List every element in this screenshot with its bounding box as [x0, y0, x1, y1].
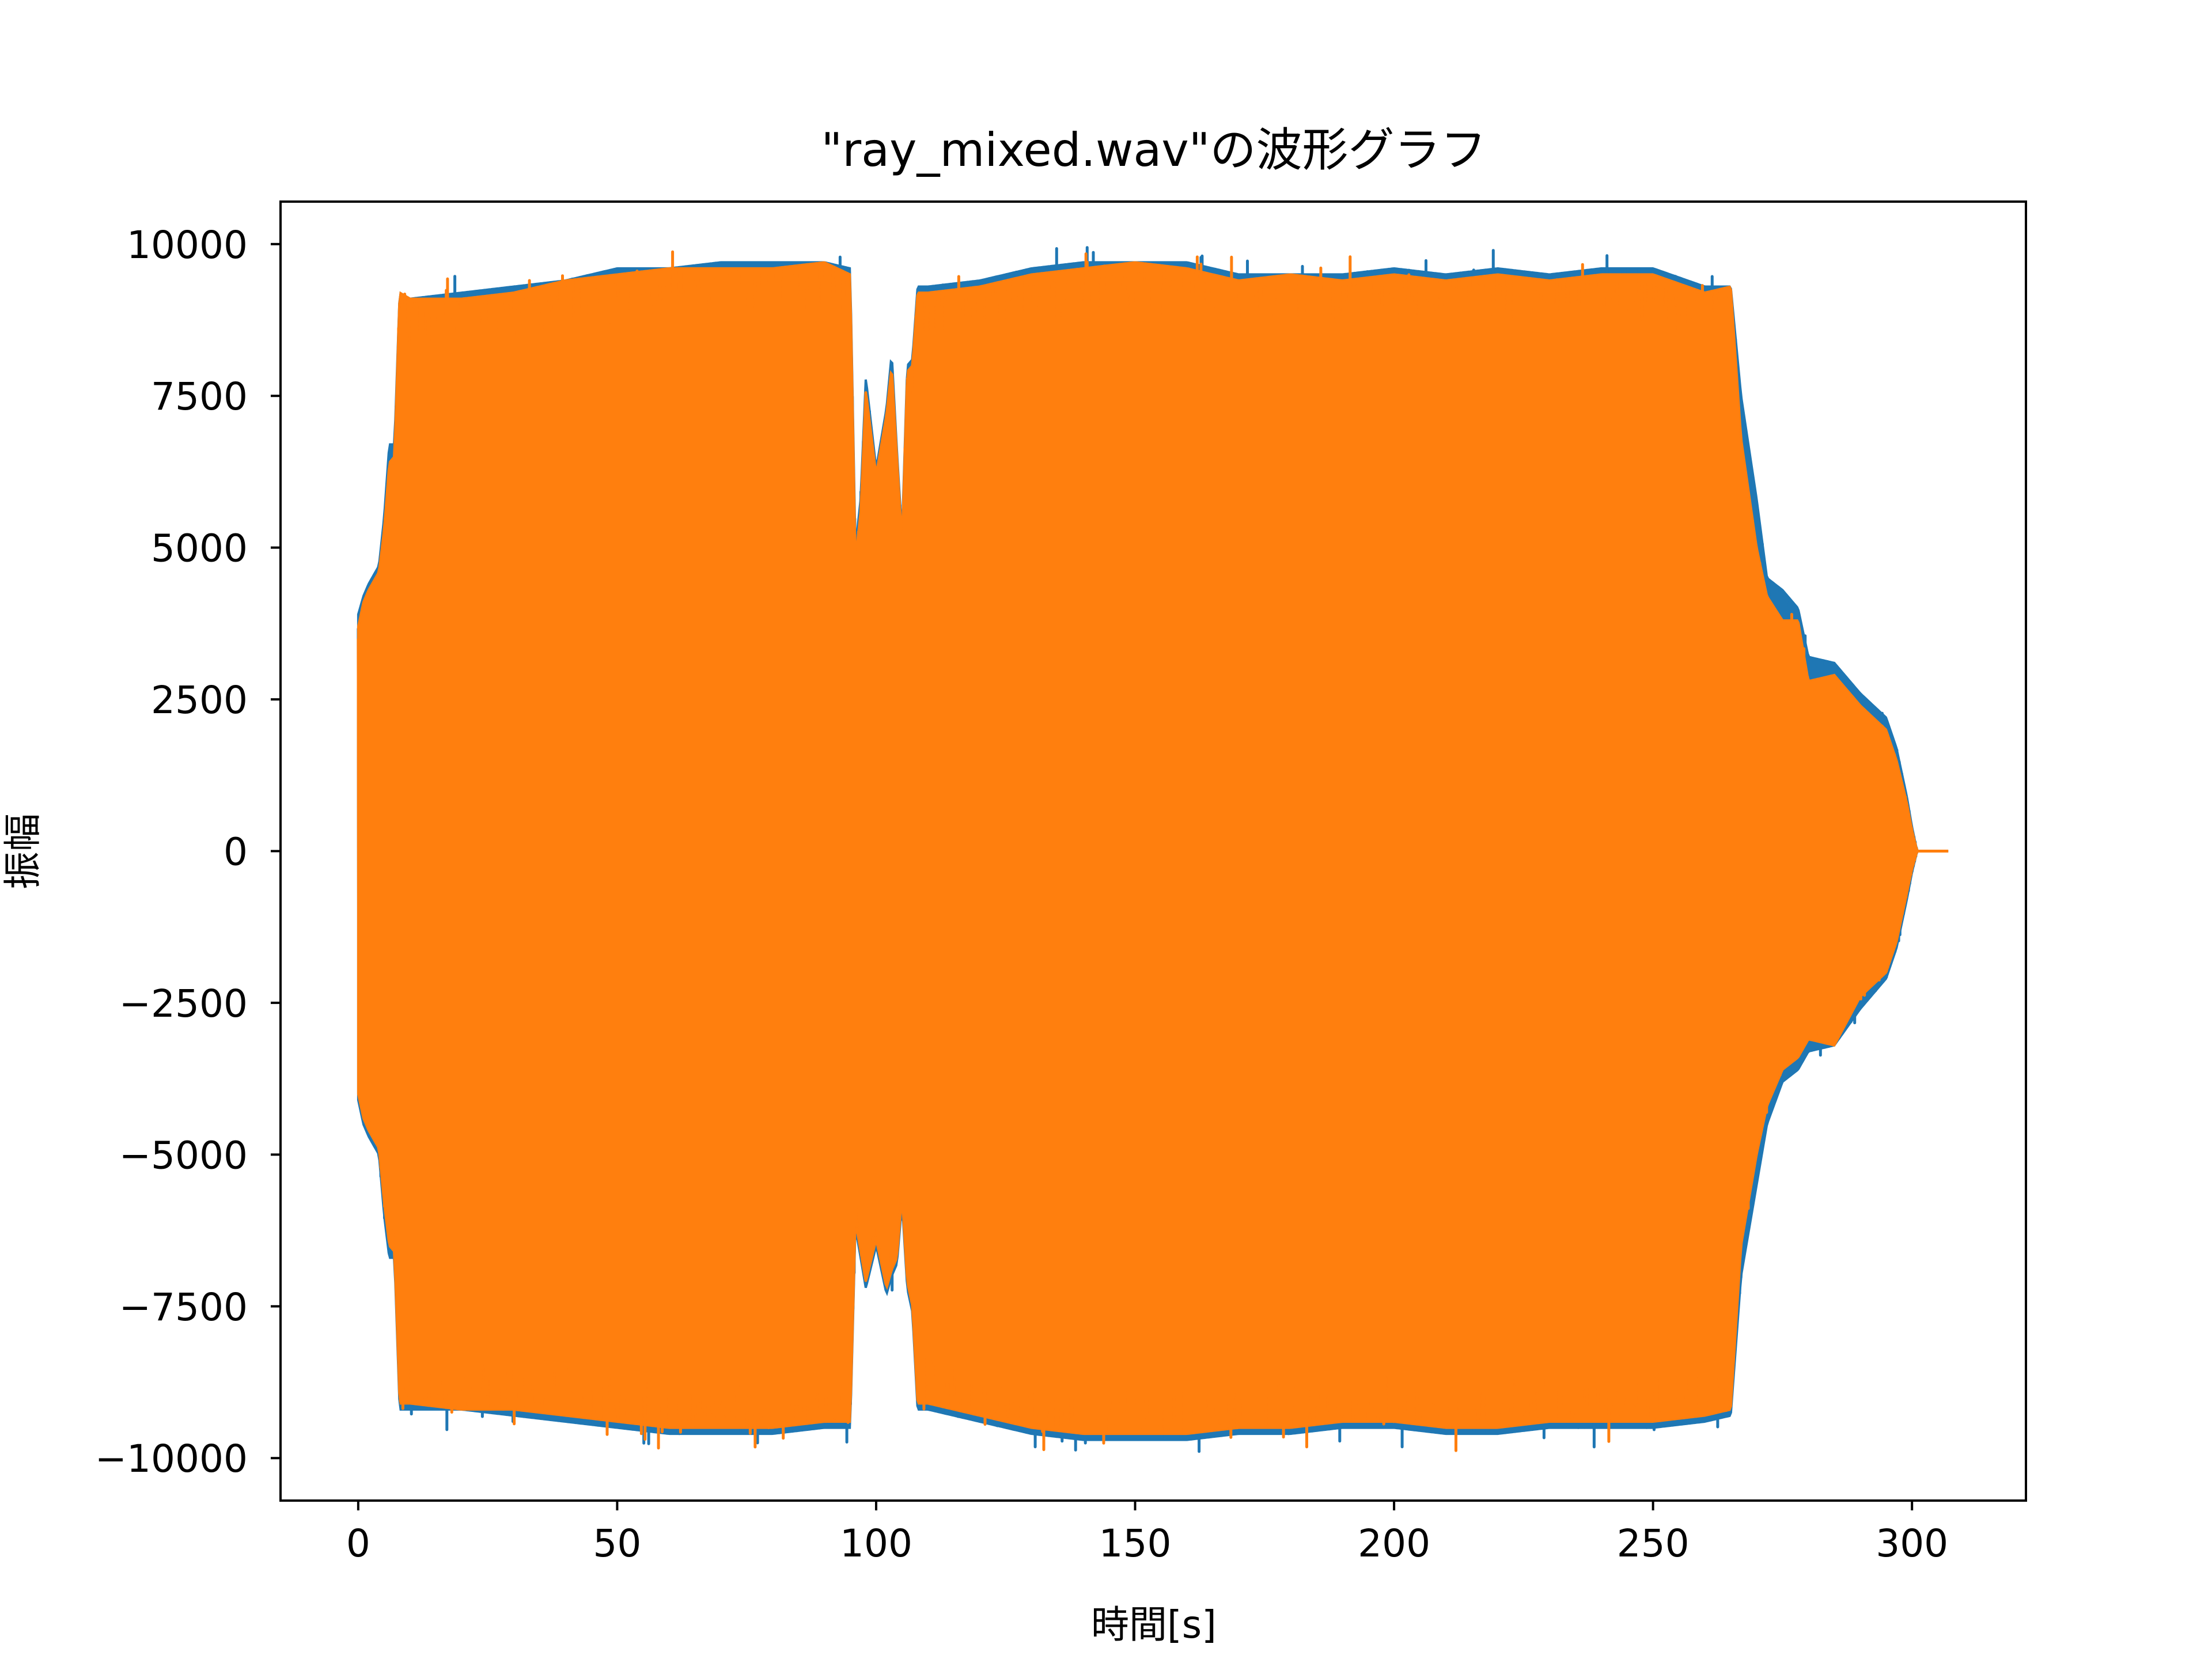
x-axis: 0 50 100 150 200 250 300 — [346, 1501, 1948, 1566]
y-tick-label: 10000 — [127, 223, 248, 267]
series-1 — [357, 250, 1949, 1452]
x-tick-label: 50 — [593, 1521, 641, 1566]
plot-area — [357, 246, 1949, 1453]
x-tick-label: 200 — [1358, 1521, 1430, 1566]
x-tick-label: 100 — [840, 1521, 912, 1566]
x-tick-label: 250 — [1617, 1521, 1690, 1566]
x-axis-title: 時間[s] — [1091, 1603, 1217, 1647]
y-axis: 10000 7500 5000 2500 0 −2500 −5000 −7500 −10000 — [95, 223, 281, 1481]
series-layer — [357, 246, 1949, 1453]
series-line — [357, 250, 1949, 1452]
y-tick-label: 0 — [224, 830, 248, 874]
y-tick-label: −10000 — [95, 1437, 248, 1481]
x-tick-label: 150 — [1099, 1521, 1172, 1566]
y-tick-label: −5000 — [119, 1133, 248, 1177]
x-tick-label: 0 — [346, 1521, 370, 1566]
x-tick-label: 300 — [1876, 1521, 1948, 1566]
y-tick-label: 5000 — [151, 527, 248, 571]
y-tick-label: −7500 — [119, 1285, 248, 1330]
y-tick-label: 2500 — [151, 678, 248, 722]
y-axis-title: 振幅 — [1, 813, 45, 889]
chart-title: "ray_mixed.wav"の波形グラフ — [821, 123, 1486, 177]
y-tick-label: −2500 — [119, 982, 248, 1026]
y-tick-label: 7500 — [151, 374, 248, 419]
